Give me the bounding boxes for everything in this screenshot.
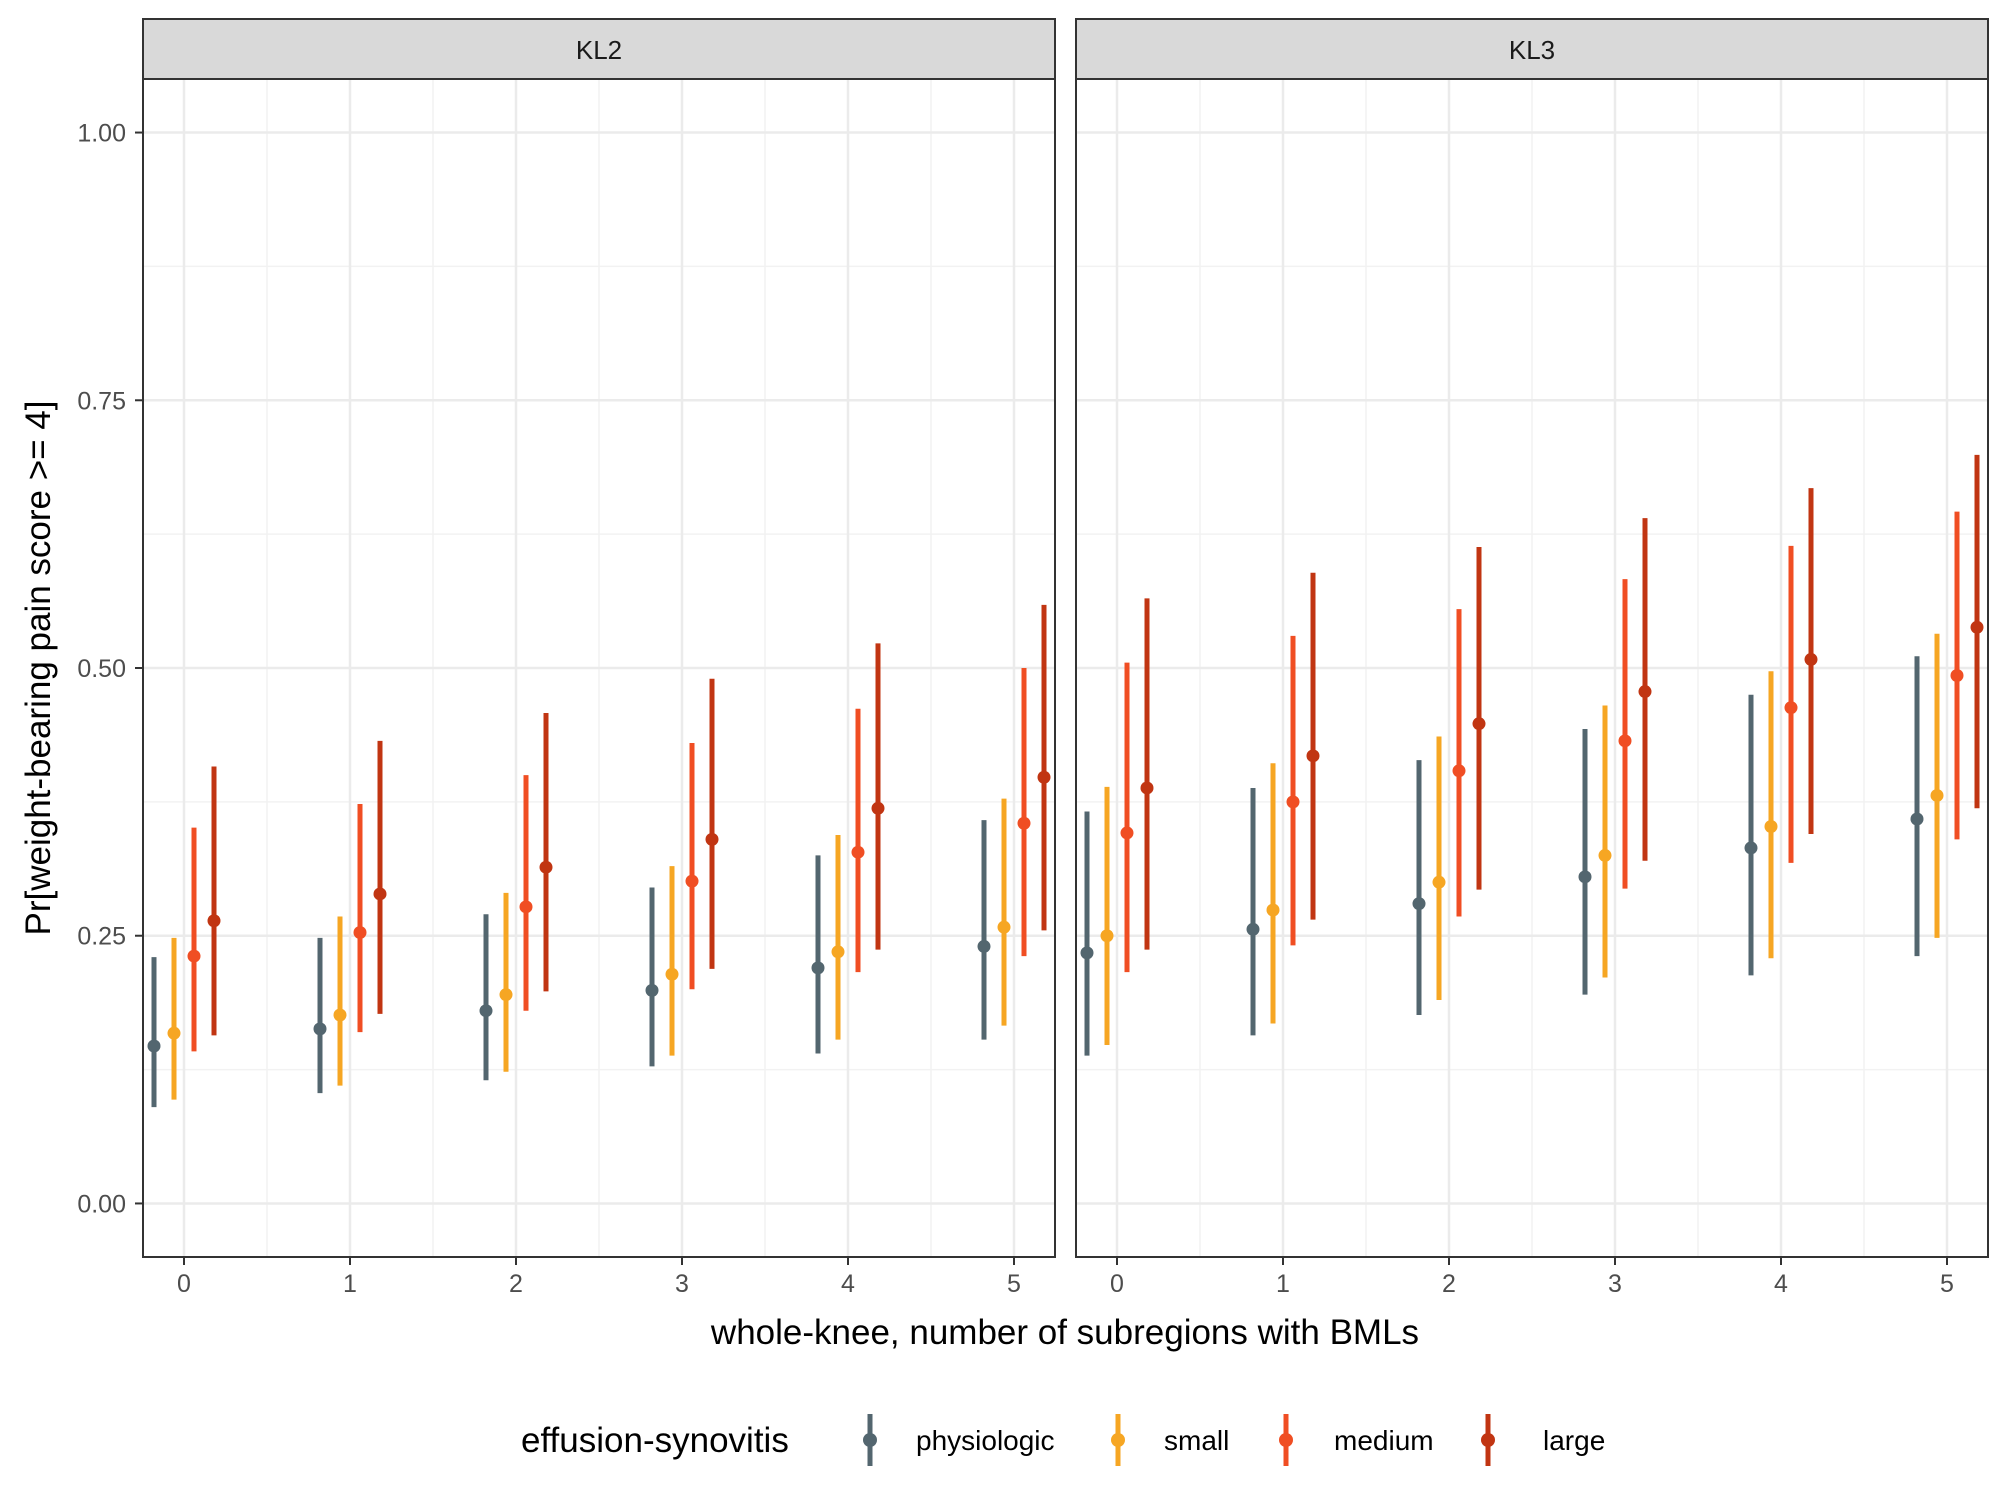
data-marks [1080, 454, 1984, 1056]
point-small [1598, 848, 1612, 862]
panel-border [1075, 78, 1989, 1258]
x-axis-title: whole-knee, number of subregions with BM… [710, 1313, 1419, 1352]
legend-key-point [1111, 1433, 1125, 1447]
legend-item-large: large [1481, 1414, 1605, 1466]
legend-label: large [1543, 1425, 1605, 1456]
x-axis-ticks: 0 1 2 3 4 5 [1110, 1257, 1954, 1298]
point-medium [1784, 701, 1798, 715]
point-physiologic [479, 1004, 493, 1018]
point-physiologic [1246, 922, 1260, 936]
point-medium [519, 900, 533, 914]
point-small [831, 945, 845, 959]
point-physiologic [147, 1039, 161, 1053]
point-small [997, 920, 1011, 934]
point-large [1037, 770, 1051, 784]
point-small [665, 967, 679, 981]
legend: effusion-synovitis physiologic small mediu… [521, 1414, 1605, 1466]
point-physiologic [1412, 897, 1426, 911]
point-medium [851, 845, 865, 859]
x-tick-label: 3 [675, 1270, 689, 1298]
legend-label: small [1164, 1425, 1229, 1456]
panel-kl2: KL2 0 1 2 3 4 5 [142, 18, 1056, 1298]
legend-label: medium [1334, 1425, 1434, 1456]
point-physiologic [313, 1022, 327, 1036]
y-tick-label: 0.00 [77, 1190, 126, 1218]
point-physiologic [1578, 870, 1592, 884]
y-tick-label: 0.75 [77, 387, 126, 415]
x-tick-label: 2 [1442, 1270, 1456, 1298]
x-tick-label: 4 [841, 1270, 855, 1298]
gridlines [143, 79, 1055, 1257]
point-physiologic [1910, 812, 1924, 826]
point-physiologic [977, 939, 991, 953]
legend-item-small: small [1111, 1414, 1229, 1466]
point-physiologic [1080, 946, 1094, 960]
legend-item-medium: medium [1279, 1414, 1434, 1466]
x-tick-label: 0 [177, 1270, 191, 1298]
point-medium [1452, 764, 1466, 778]
y-axis-title: Pr[weight-bearing pain score >= 4] [19, 400, 58, 935]
legend-key-point [1481, 1433, 1495, 1447]
point-small [167, 1026, 181, 1040]
y-tick-label: 0.50 [77, 655, 126, 683]
point-medium [1017, 816, 1031, 830]
x-tick-label: 5 [1940, 1270, 1954, 1298]
legend-key-point [1279, 1433, 1293, 1447]
panel-strip-kl2 [142, 18, 1056, 80]
point-large [1804, 652, 1818, 666]
point-medium [1120, 826, 1134, 840]
point-large [1472, 717, 1486, 731]
panel-strip-label: KL3 [1509, 35, 1555, 65]
point-large [1306, 749, 1320, 763]
legend-item-physiologic: physiologic [863, 1414, 1055, 1466]
x-tick-label: 5 [1007, 1270, 1021, 1298]
point-medium [1950, 668, 1964, 682]
point-medium [685, 874, 699, 888]
x-axis-ticks: 0 1 2 3 4 5 [177, 1257, 1021, 1298]
point-medium [187, 949, 201, 963]
legend-key-point [863, 1433, 877, 1447]
point-small [1930, 788, 1944, 802]
x-tick-label: 1 [1276, 1270, 1290, 1298]
panel-strip-label: KL2 [576, 35, 622, 65]
point-medium [1286, 795, 1300, 809]
x-tick-label: 1 [343, 1270, 357, 1298]
y-tick-label: 1.00 [77, 120, 126, 148]
point-small [1764, 819, 1778, 833]
point-large [207, 914, 221, 928]
point-medium [1618, 734, 1632, 748]
point-small [333, 1008, 347, 1022]
x-tick-label: 4 [1774, 1270, 1788, 1298]
y-axis: 0.00 0.25 0.50 0.75 1.00 [77, 120, 143, 1218]
point-small [499, 988, 513, 1002]
point-large [1140, 781, 1154, 795]
x-tick-label: 0 [1110, 1270, 1124, 1298]
gridlines [1076, 79, 1988, 1257]
point-large [1970, 620, 1984, 634]
legend-label: physiologic [916, 1425, 1055, 1456]
point-physiologic [645, 983, 659, 997]
point-physiologic [811, 961, 825, 975]
point-large [871, 801, 885, 815]
point-large [1638, 685, 1652, 699]
legend-items: physiologic small medium large [863, 1414, 1605, 1466]
x-tick-label: 2 [509, 1270, 523, 1298]
data-marks [147, 604, 1051, 1108]
legend-title: effusion-synovitis [521, 1421, 789, 1460]
point-medium [353, 926, 367, 940]
panel-strip-kl3 [1075, 18, 1989, 80]
x-tick-label: 3 [1608, 1270, 1622, 1298]
point-large [539, 860, 553, 874]
y-tick-label: 0.25 [77, 923, 126, 951]
point-small [1100, 929, 1114, 943]
point-large [373, 887, 387, 901]
point-physiologic [1744, 841, 1758, 855]
panel-kl3: KL3 0 1 2 3 4 5 [1075, 18, 1989, 1298]
point-small [1432, 875, 1446, 889]
point-small [1266, 903, 1280, 917]
point-large [705, 832, 719, 846]
